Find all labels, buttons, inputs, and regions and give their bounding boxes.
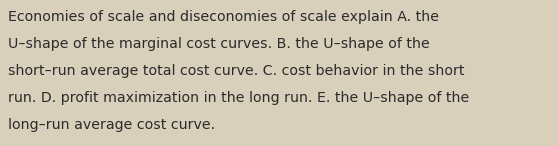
Text: run. D. profit maximization in the long run. E. the U–shape of the: run. D. profit maximization in the long … <box>8 91 470 105</box>
Text: short–run average total cost curve. C. cost behavior in the short: short–run average total cost curve. C. c… <box>8 64 465 78</box>
Text: Economies of scale and diseconomies of scale explain A. the: Economies of scale and diseconomies of s… <box>8 10 439 24</box>
Text: long–run average cost curve.: long–run average cost curve. <box>8 118 215 132</box>
Text: U–shape of the marginal cost curves. B. the U–shape of the: U–shape of the marginal cost curves. B. … <box>8 37 430 51</box>
